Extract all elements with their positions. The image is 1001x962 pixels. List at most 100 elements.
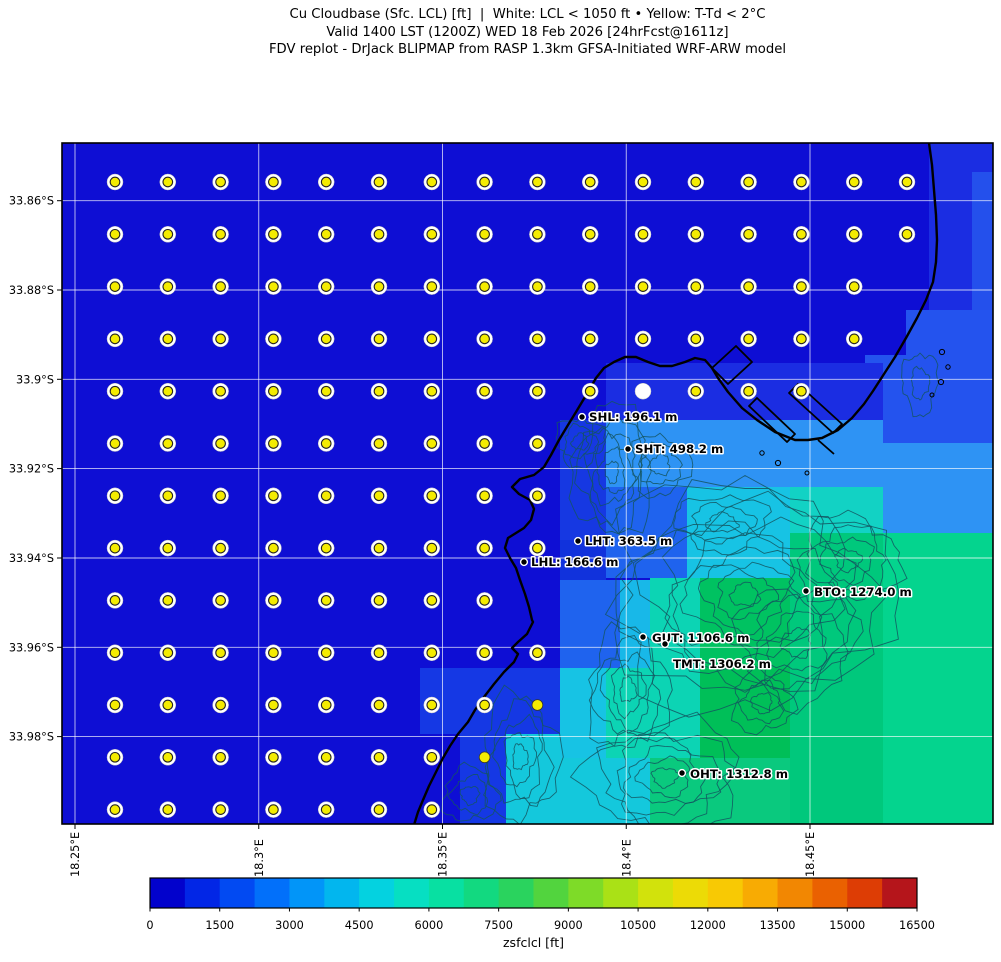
terrain-contour <box>614 478 889 691</box>
cloudbase-marker-yellow-core <box>426 699 438 711</box>
colorbar-tick-label: 7500 <box>484 919 513 932</box>
cloudbase-marker-yellow-core <box>532 176 543 188</box>
cloudbase-marker-yellow-core <box>109 751 121 763</box>
cloudbase-marker-yellow-core <box>162 804 174 815</box>
colorbar-tick-label: 4500 <box>345 919 374 932</box>
cloudbase-marker-yellow-core <box>320 699 332 711</box>
cloudbase-marker-yellow-core <box>215 699 226 711</box>
station-label: GUT: 1106.6 m <box>652 631 749 645</box>
terrain-contour <box>599 651 656 734</box>
title-line-valid-time: Valid 1400 LST (1200Z) WED 18 Feb 2026 [… <box>326 24 729 40</box>
terrain-contour <box>779 627 812 659</box>
cloudbase-marker-yellow-core <box>320 385 332 397</box>
cloudbase-marker-yellow-core <box>268 490 279 502</box>
colorbar-tick-label: 1500 <box>205 919 234 932</box>
x-tick-label: 18.35°E <box>437 832 450 877</box>
lcl-patch <box>620 580 650 668</box>
colorbar-segment <box>254 878 290 908</box>
cloudbase-marker-yellow-core <box>109 333 121 345</box>
cloudbase-marker-yellow-core <box>901 228 913 240</box>
cloudbase-marker-yellow-core <box>373 647 385 659</box>
cloudbase-marker-yellow-core <box>215 438 226 449</box>
islet <box>804 470 810 476</box>
cloudbase-marker-yellow-core <box>268 647 279 659</box>
cloudbase-marker-yellow-core <box>373 542 385 554</box>
terrain-contour <box>610 663 647 720</box>
x-tick-label: 18.3°E <box>253 839 266 877</box>
station-dot <box>660 639 670 649</box>
terrain-contour <box>671 532 823 650</box>
terrain-contour <box>691 501 758 545</box>
cloudbase-marker-yellow-core <box>532 647 543 659</box>
cloudbase-marker-yellow-core <box>215 595 226 606</box>
terrain-contour <box>755 593 849 690</box>
cloudbase-marker-yellow-core <box>426 333 438 345</box>
colorbar-segment <box>533 878 569 908</box>
cloudbase-marker-yellow-core <box>373 699 385 711</box>
cloudbase-marker-yellow-core <box>109 281 121 292</box>
lcl-patch <box>506 734 560 824</box>
cloudbase-marker-yellow-core <box>743 176 754 188</box>
colorbar-tick-label: 9000 <box>554 919 583 932</box>
lcl-patch <box>883 443 993 533</box>
cloudbase-marker-yellow-core <box>532 228 543 240</box>
cloudbase-marker-yellow-core <box>637 228 649 240</box>
terrain-contour <box>804 524 887 592</box>
terrain-contour <box>616 737 722 816</box>
terrain-contour <box>569 711 740 824</box>
cloudbase-marker-yellow-core <box>109 438 121 449</box>
cloudbase-marker-yellow-core <box>426 595 438 606</box>
station-dot <box>573 536 583 546</box>
cloudbase-marker-yellow-core <box>426 438 438 449</box>
station-dot <box>577 412 587 422</box>
cloudbase-marker-yellow-core <box>479 438 490 449</box>
lcl-patch <box>883 533 993 824</box>
cloudbase-marker-yellow-core <box>215 228 226 240</box>
station-label: LHT: 363.5 m <box>585 534 672 548</box>
islet <box>945 364 951 370</box>
cloudbase-marker-yellow-core <box>479 542 490 554</box>
lcl-patch <box>650 578 700 668</box>
terrain-contour <box>717 568 780 621</box>
station-label: LHL: 166.6 m <box>531 555 618 569</box>
title-line-model-info: FDV replot - DrJack BLIPMAP from RASP 1.… <box>268 42 787 58</box>
terrain-contour <box>819 536 875 586</box>
cloudbase-marker-yellow-core <box>532 281 543 292</box>
cloudbase-marker-yellow-core <box>215 176 226 188</box>
cloudbase-marker-yellow-core <box>796 228 807 240</box>
cloudbase-marker-yellow-core <box>584 333 596 345</box>
cloudbase-marker-yellow-core <box>320 333 332 345</box>
islet <box>759 450 765 456</box>
colorbar-tick-label: 3000 <box>275 919 304 932</box>
cloudbase-marker-yellow-core <box>584 281 596 292</box>
cloudbase-marker-yellow-core <box>690 385 702 397</box>
terrain-contour <box>569 432 590 451</box>
y-tick-label: 33.96°S <box>9 641 54 654</box>
cloudbase-marker-yellow-core <box>268 751 279 763</box>
cloudbase-marker-yellow-core <box>162 333 174 345</box>
cloudbase-marker-yellow-core <box>320 647 332 659</box>
cloudbase-marker-yellow-core <box>373 804 385 815</box>
cloudbase-marker-yellow-core <box>584 385 596 397</box>
station-dot <box>801 586 811 596</box>
terrain-contour <box>447 774 489 816</box>
cloudbase-marker-yellow-core <box>848 228 860 240</box>
cloudbase-marker-yellow-core <box>796 176 807 188</box>
lcl-patch <box>560 580 620 668</box>
cloudbase-marker-yellow-core <box>426 804 438 815</box>
cloudbase-marker-yellow-core <box>320 804 332 815</box>
colorbar-segment <box>150 878 186 908</box>
harbor-structure <box>711 345 753 385</box>
cloudbase-marker-yellow-core <box>109 647 121 659</box>
terrain-contour <box>833 548 863 574</box>
cloudbase-marker-yellow-core <box>373 228 385 240</box>
cloudbase-marker-yellow-core <box>743 281 754 292</box>
cloudbase-marker-yellow-core <box>268 176 279 188</box>
cloudbase-marker-yellow-core <box>373 595 385 606</box>
station-label: SHT: 498.2 m <box>635 442 723 456</box>
cloudbase-marker-yellow-core <box>320 490 332 502</box>
terrain-contour <box>911 365 931 401</box>
cloudbase-marker-yellow-core <box>268 333 279 345</box>
cloudbase-marker-yellow-core <box>373 385 385 397</box>
